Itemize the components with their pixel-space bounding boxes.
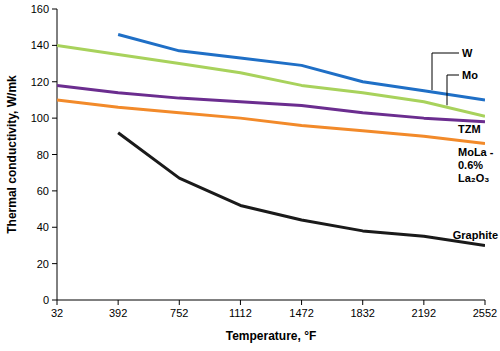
x-tick — [485, 300, 486, 305]
label-leader — [432, 53, 459, 90]
y-tick-label: 80 — [37, 149, 49, 161]
x-tick — [240, 300, 241, 305]
y-tick — [52, 81, 57, 82]
series-label: Mo — [462, 69, 478, 81]
y-tick-label: 0 — [43, 294, 49, 306]
y-axis-title: Thermal conductivity, W/mk — [5, 75, 19, 234]
series-line — [118, 34, 485, 99]
x-tick-label: 392 — [109, 307, 127, 319]
x-axis-title: Temperature, °F — [226, 329, 317, 343]
y-tick-label: 60 — [37, 185, 49, 197]
series-label: TZM — [458, 123, 481, 135]
x-tick-label: 2192 — [412, 307, 436, 319]
x-tick-label: 2552 — [473, 307, 497, 319]
x-tick-label: 1112 — [229, 307, 252, 319]
y-tick — [52, 9, 57, 10]
y-tick-label: 100 — [31, 112, 49, 124]
series-line — [57, 45, 485, 116]
y-tick — [52, 300, 57, 301]
x-tick-label: 1472 — [289, 307, 313, 319]
x-tick-label: 1832 — [350, 307, 374, 319]
y-tick — [52, 154, 57, 155]
x-tick — [423, 300, 424, 305]
chart-svg: 0 20 40 60 80 100 120 140 160 32 392 752 1112 1472 183… — [0, 0, 500, 351]
x-tick-label: 752 — [170, 307, 188, 319]
x-tick — [179, 300, 180, 305]
series-label: Graphite — [453, 229, 498, 241]
chart-container: 0 20 40 60 80 100 120 140 160 32 392 752 1112 1472 183… — [0, 0, 500, 351]
y-tick — [52, 45, 57, 46]
y-tick-label: 40 — [37, 221, 49, 233]
x-tick-label: 32 — [51, 307, 63, 319]
x-axis-line — [57, 300, 485, 301]
x-tick — [362, 300, 363, 305]
x-tick — [301, 300, 302, 305]
series-label: W — [462, 47, 473, 59]
series-line — [57, 85, 485, 121]
x-tick — [57, 300, 58, 305]
series-label: MoLa -0.6%La₂O₃ — [458, 146, 494, 184]
y-tick — [52, 118, 57, 119]
y-tick-label: 140 — [31, 39, 49, 51]
x-tick — [118, 300, 119, 305]
y-tick-label: 120 — [31, 76, 49, 88]
plot-lines — [57, 34, 485, 245]
y-tick-label: 160 — [31, 3, 49, 15]
y-tick — [52, 227, 57, 228]
y-tick — [52, 263, 57, 264]
y-tick-label: 20 — [37, 258, 49, 270]
y-tick — [52, 190, 57, 191]
label-leader — [447, 75, 459, 105]
series-line — [118, 133, 485, 246]
series-line — [57, 100, 485, 144]
